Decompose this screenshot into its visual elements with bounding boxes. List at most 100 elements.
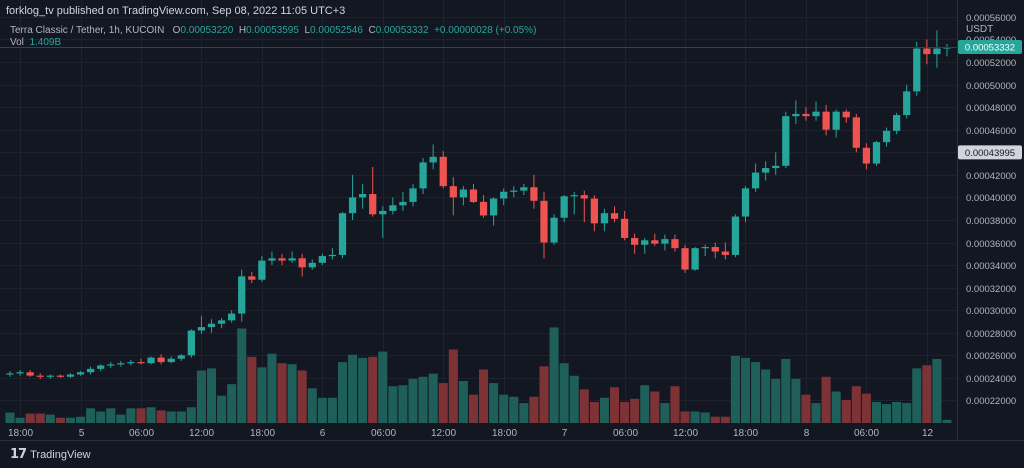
volume-bar bbox=[86, 408, 96, 423]
volume-bar bbox=[75, 416, 86, 423]
volume-bar bbox=[196, 370, 206, 423]
candle-body bbox=[822, 111, 830, 130]
price-labels: 0.00053332 0.00043995 bbox=[958, 40, 1022, 160]
candle-body bbox=[338, 213, 347, 255]
volume-bar bbox=[599, 397, 609, 423]
volume-bar bbox=[166, 411, 176, 423]
candle-body bbox=[802, 113, 810, 117]
volume-bar bbox=[227, 384, 237, 423]
candle-body bbox=[147, 357, 155, 364]
candle-body bbox=[167, 358, 175, 363]
candle-body bbox=[429, 156, 437, 163]
time-axis[interactable]: 18:00 5 06:00 12:00 18:00 6 06:00 12:00 18:00 7 06… bbox=[8, 428, 934, 439]
volume-bar bbox=[680, 411, 690, 423]
candle-body bbox=[268, 258, 276, 261]
volume-bar bbox=[35, 413, 45, 423]
candle-body bbox=[46, 375, 54, 377]
candle-body bbox=[56, 375, 65, 377]
volume-bar bbox=[358, 357, 368, 423]
volume-bar bbox=[922, 365, 932, 423]
volume-bar bbox=[378, 351, 388, 423]
volume-bar bbox=[670, 386, 680, 423]
volume-bar bbox=[811, 403, 821, 423]
volume-bar bbox=[539, 366, 549, 423]
candle-body bbox=[792, 113, 800, 117]
volume-bar bbox=[96, 411, 106, 423]
volume-bar bbox=[690, 411, 700, 423]
candle-body bbox=[852, 117, 860, 148]
volume-bar bbox=[781, 358, 791, 423]
candle-body bbox=[66, 374, 75, 377]
tradingview-logo[interactable]: 17 TradingView bbox=[10, 447, 91, 462]
candle-body bbox=[711, 247, 719, 252]
volume-bar bbox=[861, 393, 871, 423]
candle-body bbox=[661, 239, 669, 244]
candle-body bbox=[832, 111, 840, 130]
volume-bar bbox=[398, 385, 408, 423]
x-tick-label: 12 bbox=[922, 428, 934, 439]
volume-bar bbox=[902, 403, 912, 423]
y-tick-label: 0.00050000 bbox=[966, 81, 1016, 92]
volume-bar bbox=[15, 417, 25, 423]
volume-bar bbox=[559, 363, 569, 423]
volume-bar bbox=[851, 386, 861, 423]
y-tick-label: 0.00036000 bbox=[966, 239, 1016, 250]
volume-bar bbox=[327, 397, 337, 423]
candle-body bbox=[812, 111, 820, 117]
volume-bar bbox=[821, 376, 831, 423]
volume-bars bbox=[5, 327, 952, 423]
volume-bar bbox=[468, 394, 478, 423]
candle-body bbox=[308, 262, 316, 268]
volume-bar bbox=[519, 403, 529, 423]
volume-bar bbox=[65, 417, 75, 423]
y-tick-label: 0.00042000 bbox=[966, 171, 1016, 182]
volume-bar bbox=[609, 387, 620, 423]
candle-body bbox=[620, 218, 629, 239]
volume-bar bbox=[106, 408, 116, 423]
candle-body bbox=[560, 196, 568, 218]
candle-body bbox=[892, 115, 901, 131]
volume-bar bbox=[640, 385, 650, 423]
candle-body bbox=[127, 362, 135, 364]
currency-label: USDT bbox=[966, 24, 993, 35]
x-tick-label: 18:00 bbox=[8, 428, 33, 439]
candle-body bbox=[187, 330, 195, 356]
candle-body bbox=[288, 258, 296, 261]
candle-body bbox=[540, 200, 548, 243]
x-tick-label: 06:00 bbox=[854, 428, 879, 439]
volume-bar bbox=[337, 362, 348, 423]
candle-body bbox=[500, 191, 508, 199]
marker-price-text: 0.00043995 bbox=[965, 148, 1015, 159]
volume-bar bbox=[730, 355, 740, 423]
y-tick-label: 0.00026000 bbox=[966, 351, 1016, 362]
candle-body bbox=[701, 247, 709, 249]
volume-bar bbox=[408, 378, 418, 423]
candle-body bbox=[258, 260, 266, 280]
y-tick-label: 0.00040000 bbox=[966, 193, 1016, 204]
symbol-legend: Terra Classic / Tether, 1h, KUCOIN O0.00… bbox=[10, 25, 536, 36]
volume-bar bbox=[650, 391, 660, 423]
y-tick-label: 0.00038000 bbox=[966, 216, 1016, 227]
candle-body bbox=[76, 372, 85, 375]
candle-body bbox=[177, 355, 185, 359]
volume-bar bbox=[509, 396, 519, 423]
candle-body bbox=[751, 172, 760, 189]
volume-bar bbox=[448, 349, 458, 423]
volume-bar bbox=[479, 369, 489, 423]
candle-body bbox=[439, 156, 447, 187]
volume-bar bbox=[25, 413, 35, 423]
x-tick-label: 7 bbox=[562, 428, 568, 439]
volume-bar bbox=[569, 375, 579, 423]
volume-bar bbox=[579, 389, 589, 423]
y-tick-label: 0.00048000 bbox=[966, 103, 1016, 114]
volume-bar bbox=[791, 378, 801, 423]
candlestick-chart: USDT0.000560000.000540000.000520000.0005… bbox=[0, 0, 1024, 440]
price-axis-bg bbox=[957, 0, 1024, 440]
volume-bar bbox=[297, 370, 307, 423]
volume-bar bbox=[348, 354, 358, 423]
x-tick-label: 06:00 bbox=[613, 428, 638, 439]
price-axis[interactable]: USDT0.000560000.000540000.000520000.0005… bbox=[957, 0, 1024, 440]
candle-body bbox=[449, 186, 457, 198]
volume-bar bbox=[277, 363, 287, 423]
candle-body bbox=[157, 357, 165, 363]
